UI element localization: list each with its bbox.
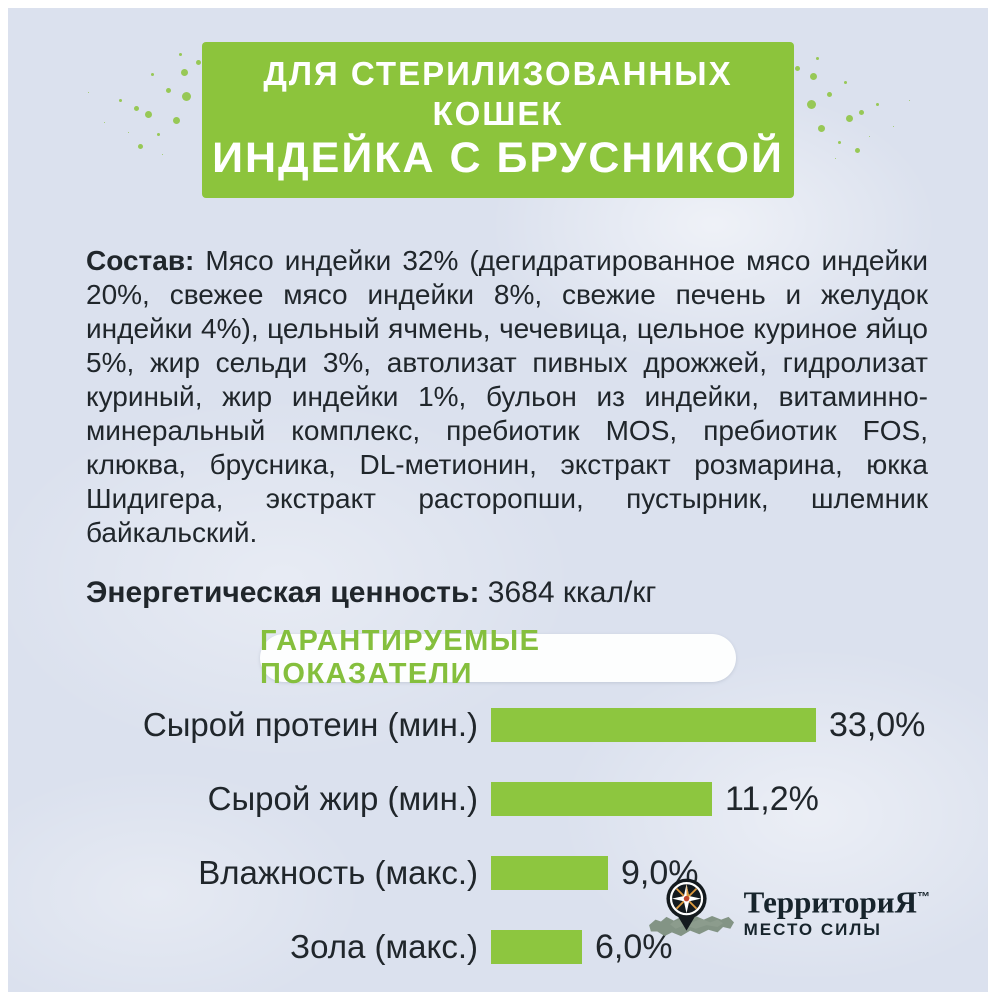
composition-text: Мясо индейки 32% (дегидратированное мясо…	[86, 245, 929, 548]
brand-tagline: МЕСТО СИЛЫ	[743, 920, 882, 940]
banner-title: ИНДЕЙКА С БРУСНИКОЙ	[212, 134, 784, 182]
bar-label: Зола (макс.)	[290, 928, 478, 965]
bar-label: Сырой жир (мин.)	[207, 780, 478, 817]
compass-ring	[669, 882, 703, 916]
compass-center-dot	[683, 895, 689, 902]
spray-texture-right	[795, 66, 800, 71]
bar-value: 11,2%	[725, 779, 819, 818]
brand-name: ТерриториЯ™	[744, 882, 930, 917]
guaranteed-indicators-pill: Гарантируемые показатели	[260, 625, 736, 690]
chart-row: Влажность (макс.) 9,0%	[8, 836, 988, 910]
bar-value: 6,0%	[595, 927, 673, 966]
bar	[491, 856, 608, 890]
chart-row: Сырой жир (мин.) 11,2%	[8, 762, 988, 836]
bar-value: 33,0%	[829, 705, 926, 744]
energy-value: 3684 ккал/кг	[487, 576, 657, 609]
bar-label: Влажность (макс.)	[198, 854, 478, 891]
guaranteed-indicators-title: Гарантируемые показатели	[260, 625, 541, 690]
brand-text: ТерриториЯ™ МЕСТО СИЛЫ	[744, 874, 930, 940]
energy-label: Энергетическая ценность:	[86, 576, 480, 609]
chart-rows: Сырой протеин (мин.) 33,0% Сырой жир (ми…	[8, 688, 988, 992]
bar	[491, 930, 582, 964]
chart-row: Зола (макс.) 6,0%	[8, 910, 988, 984]
label-panel: ДЛЯ СТЕРИЛИЗОВАННЫХ КОШЕК ИНДЕЙКА С БРУС…	[8, 8, 988, 992]
compass-shadow-half	[686, 884, 690, 899]
chart-row: Сырая клетчатка (макс.) 3,0%	[8, 984, 988, 992]
guaranteed-indicators-chart: Сырой протеин (мин.) 33,0% Сырой жир (ми…	[8, 688, 988, 992]
banner-subtitle: ДЛЯ СТЕРИЛИЗОВАННЫХ КОШЕК	[263, 55, 733, 132]
spray-texture-left	[196, 60, 201, 65]
trademark-symbol: ™	[917, 889, 930, 904]
composition-label: Состав:	[86, 245, 195, 276]
chart-row: Сырой протеин (мин.) 33,0%	[8, 688, 988, 762]
brand-name-text: ТерриториЯ	[743, 884, 917, 920]
compass-pin-russia-map-icon	[648, 878, 734, 937]
bar	[491, 782, 712, 816]
energy-line: Энергетическая ценность: 3684 ккал/кг	[86, 576, 988, 610]
title-banner: ДЛЯ СТЕРИЛИЗОВАННЫХ КОШЕК ИНДЕЙКА С БРУС…	[196, 42, 800, 198]
bar	[491, 708, 816, 742]
brand-logo: ТерриториЯ™ МЕСТО СИЛЫ	[646, 874, 930, 958]
composition-paragraph: Состав: Мясо индейки 32% (дегидратирован…	[86, 244, 928, 550]
bar-label: Сырой протеин (мин.)	[142, 706, 478, 743]
compass-diagonal-points	[675, 887, 697, 910]
